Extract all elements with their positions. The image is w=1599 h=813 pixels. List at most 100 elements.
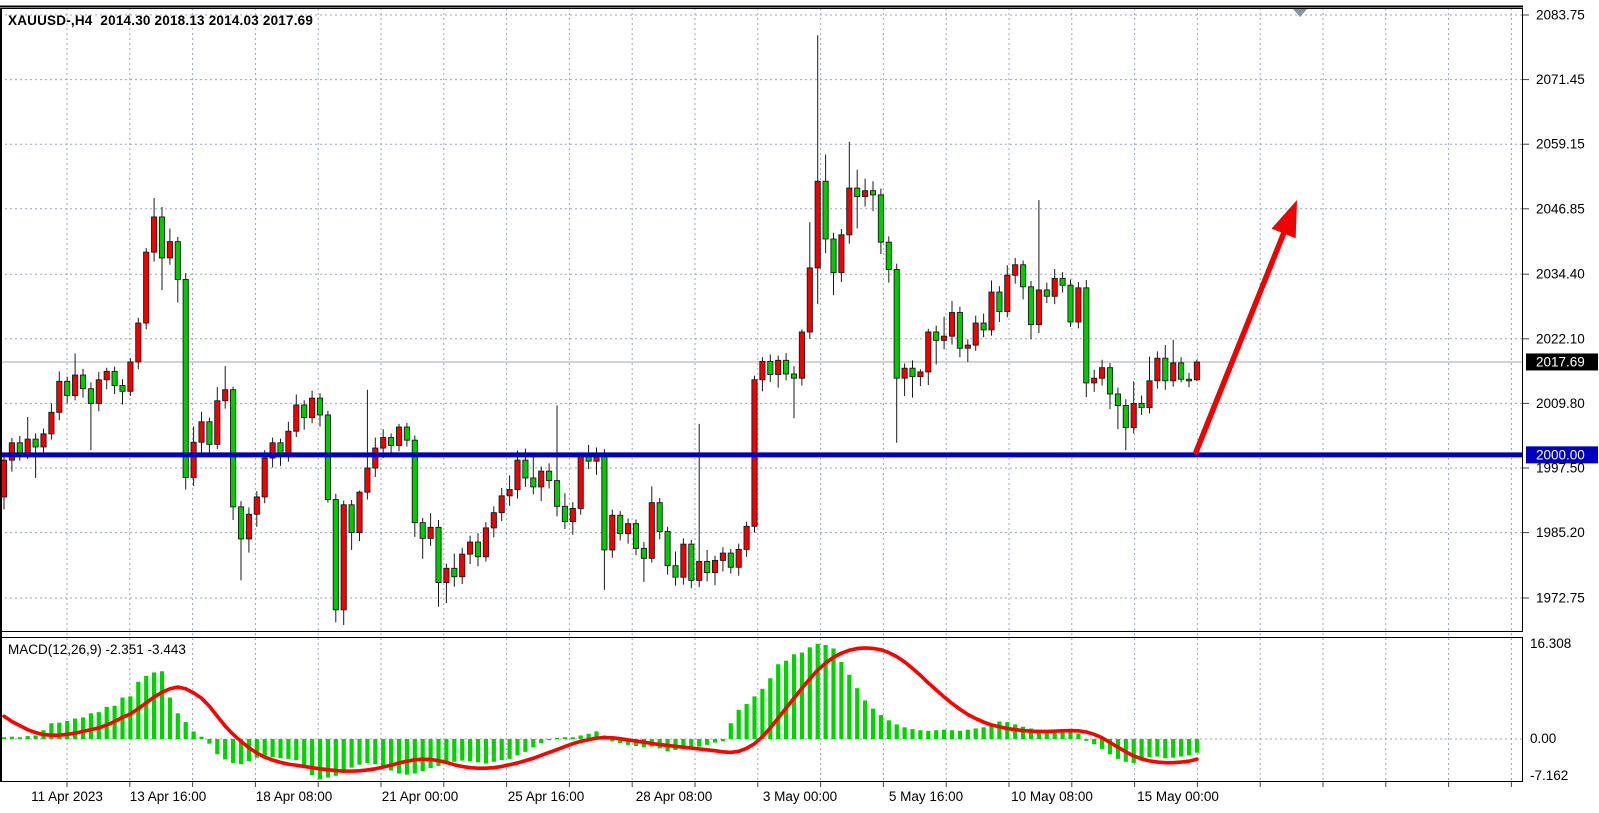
macd-histogram-bar <box>128 696 133 739</box>
candle-bull <box>253 496 260 515</box>
candle-bear <box>640 547 647 559</box>
macd-histogram-bar <box>1155 739 1160 757</box>
macd-histogram-bar <box>223 739 228 760</box>
macd-histogram-bar <box>152 672 157 739</box>
candle-bear <box>1043 289 1050 297</box>
price-axis[interactable]: 2083.75 2071.45 2059.15 2046.85 2034.40 2022.… <box>1523 8 1585 606</box>
macd-histogram-bar <box>167 697 172 739</box>
macd-histogram-bar <box>752 696 757 739</box>
candle-bear <box>348 504 355 534</box>
macd-histogram-bar <box>1005 722 1010 739</box>
macd-histogram-bar <box>183 722 188 739</box>
price-axis-label: 1972.75 <box>1536 590 1585 605</box>
price-axis-label: 2009.80 <box>1536 396 1585 411</box>
candle-bear <box>474 541 482 558</box>
candle-bull <box>135 322 142 363</box>
trend-arrow-shaft <box>1193 225 1289 455</box>
price-axis-label: 2083.75 <box>1536 8 1585 23</box>
current-price-badge-text: 2017.69 <box>1536 354 1585 369</box>
macd-histogram-bar <box>1171 739 1176 758</box>
candle-bull <box>364 467 371 493</box>
macd-histogram-bar <box>49 723 54 739</box>
macd-axis-label: 16.308 <box>1530 636 1571 651</box>
candle-bull <box>538 470 545 488</box>
macd-histogram-bar <box>1013 724 1018 739</box>
main-pane-border <box>0 8 1523 632</box>
macd-histogram-bar <box>483 739 488 764</box>
macd-histogram-bar <box>934 730 939 739</box>
level-price-badge-text: 2000.00 <box>1536 447 1585 462</box>
candle-bull <box>395 426 403 446</box>
candle-bear <box>854 187 861 197</box>
candle-bull <box>901 367 908 379</box>
candle-bear <box>87 388 94 404</box>
macd-histogram-bar <box>199 736 204 739</box>
macd-histogram-bar <box>1194 739 1199 753</box>
candle-bear <box>672 565 679 578</box>
level-price-badge: 2000.00 <box>1526 446 1598 464</box>
macd-histogram-bar <box>404 739 409 775</box>
candle-bull <box>261 457 268 498</box>
macd-histogram-bar <box>9 736 14 739</box>
candle-bull <box>711 559 719 573</box>
candle-bear <box>435 526 442 583</box>
candle-bull <box>1193 361 1200 381</box>
macd-histogram-bar <box>1044 730 1049 739</box>
macd-histogram-bar <box>452 739 457 762</box>
candle-bull <box>577 454 584 509</box>
candle-bear <box>632 523 640 549</box>
time-axis[interactable]: 11 Apr 2023 13 Apr 16:00 18 Apr 08:00 21 Ap… <box>31 789 1219 804</box>
candle-bear <box>688 543 695 581</box>
candle-bull <box>198 421 205 443</box>
macd-histogram-bar <box>286 739 291 759</box>
candle-bear <box>316 397 324 416</box>
candle-bull <box>127 361 134 392</box>
macd-histogram-bar <box>705 739 710 745</box>
macd-histogram-bar <box>270 739 275 758</box>
macd-histogram-bar <box>412 739 417 774</box>
macd-histogram-bar <box>96 712 101 739</box>
time-axis-label: 11 Apr 2023 <box>31 789 103 804</box>
macd-axis: 16.308 0.00 -7.162 <box>1530 636 1571 783</box>
candle-bull <box>948 312 956 337</box>
candle-bear <box>301 404 308 419</box>
macd-histogram-bar <box>1084 739 1089 741</box>
price-axis-label: 1985.20 <box>1536 525 1585 540</box>
macd-histogram-bar <box>349 739 354 768</box>
candle-bull <box>8 442 15 461</box>
macd-histogram-bar <box>333 739 338 776</box>
macd-histogram-bar <box>728 723 733 739</box>
candle-bear <box>522 459 529 479</box>
macd-histogram-bar <box>973 728 978 739</box>
macd-histogram-bar <box>278 739 283 759</box>
candle-bull <box>1099 367 1106 379</box>
macd-histogram-bar <box>626 739 631 745</box>
candle-bull <box>988 291 995 331</box>
time-axis-label: 10 May 08:00 <box>1011 789 1093 804</box>
trend-arrow[interactable] <box>1193 200 1297 455</box>
candle-bull <box>972 322 979 346</box>
macd-histogram-bar <box>317 739 323 780</box>
macd-histogram-bar <box>254 739 259 758</box>
macd-histogram-bar <box>381 739 386 768</box>
macd-histogram-bar <box>554 737 560 739</box>
candle-bull <box>964 344 971 349</box>
candle-bear <box>601 452 608 551</box>
macd-signal-line <box>2 646 1199 773</box>
candle-bear <box>158 216 166 259</box>
candle-bull <box>56 380 63 413</box>
macd-histogram-bar <box>712 739 718 743</box>
candle-bear <box>561 505 568 523</box>
macd-histogram-bar <box>428 739 433 769</box>
macd-histogram-bar <box>689 739 694 748</box>
macd-histogram-bar <box>341 739 346 773</box>
macd-histogram-bar <box>491 739 496 762</box>
candle-bull <box>293 404 300 432</box>
macd-histogram-bar <box>823 644 828 739</box>
chart-shift-marker-icon[interactable] <box>1293 9 1307 17</box>
macd-histogram-bar <box>325 739 330 778</box>
macd-histogram-bar <box>886 720 891 739</box>
candle-bull <box>48 411 55 435</box>
